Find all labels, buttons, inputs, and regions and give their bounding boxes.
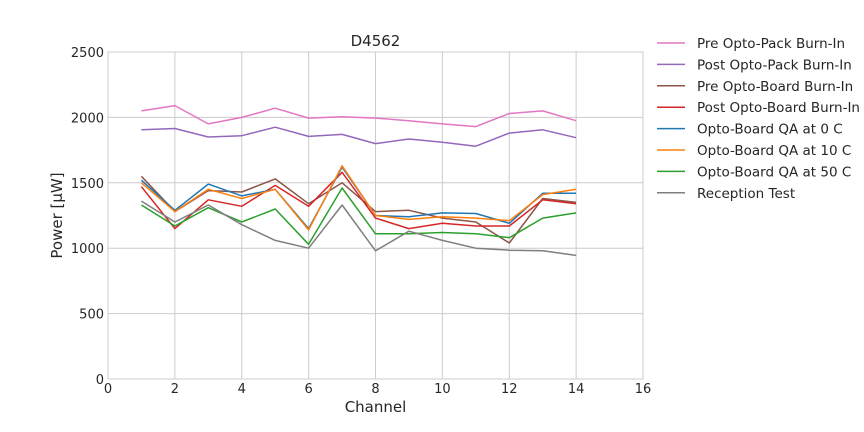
- y-tick-label: 1500: [71, 177, 104, 192]
- legend-label: Opto-Board QA at 10 C: [697, 143, 851, 159]
- legend-label: Post Opto-Pack Burn-In: [697, 57, 852, 73]
- x-tick-label: 8: [371, 382, 379, 397]
- legend: Pre Opto-Pack Burn-In Post Opto-Pack Burn…: [657, 36, 860, 202]
- x-tick-label: 0: [104, 382, 112, 397]
- x-tick-label: 14: [568, 382, 585, 397]
- x-tick-label: 6: [304, 382, 312, 397]
- x-tick-label: 2: [171, 382, 179, 397]
- legend-label: Pre Opto-Board Burn-In: [697, 79, 853, 95]
- legend-label: Opto-Board QA at 0 C: [697, 122, 843, 138]
- y-tick-label: 1000: [71, 242, 104, 257]
- x-tick-label: 12: [501, 382, 518, 397]
- y-tick-label: 500: [79, 308, 104, 323]
- series-line: [140, 171, 577, 230]
- x-tick-label: 4: [238, 382, 246, 397]
- series-line: [141, 126, 577, 147]
- legend-label: Pre Opto-Pack Burn-In: [697, 36, 845, 52]
- chart-title: D4562: [351, 32, 401, 50]
- x-tick-label: 16: [635, 382, 652, 397]
- y-tick-label: 2000: [71, 111, 104, 126]
- y-axis-label: Power [µW]: [48, 172, 66, 258]
- legend-label: Opto-Board QA at 50 C: [697, 164, 851, 180]
- x-axis-ticks: 0 2 4 6 8 10 12 14 16: [104, 382, 651, 397]
- x-tick-label: 10: [434, 382, 451, 397]
- y-tick-label: 0: [96, 373, 104, 388]
- legend-label: Post Opto-Board Burn-In: [697, 100, 860, 116]
- series-lines: [140, 104, 577, 257]
- x-axis-label: Channel: [345, 398, 407, 416]
- y-axis-ticks: 0 500 1000 1500 2000 2500: [71, 46, 104, 388]
- series-line: [141, 200, 577, 257]
- series-line: [140, 165, 577, 231]
- legend-label: Reception Test: [697, 186, 795, 202]
- plot-frame: [107, 51, 644, 380]
- series-line: [141, 187, 577, 246]
- y-tick-label: 2500: [71, 46, 104, 61]
- series-line: [141, 104, 577, 128]
